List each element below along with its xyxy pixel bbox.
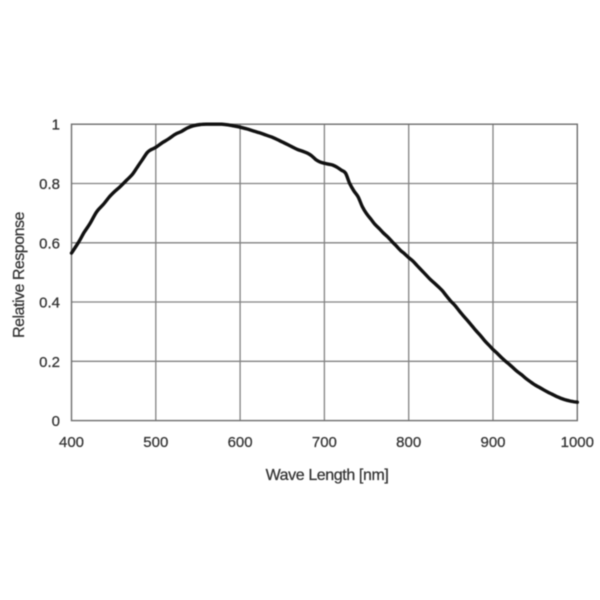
svg-text:400: 400 [59, 434, 84, 451]
svg-text:900: 900 [480, 434, 505, 451]
svg-text:Relative Response: Relative Response [11, 212, 28, 338]
svg-text:600: 600 [228, 434, 253, 451]
svg-text:800: 800 [396, 434, 421, 451]
svg-text:0.2: 0.2 [39, 354, 60, 371]
svg-text:0.6: 0.6 [39, 235, 60, 252]
svg-text:0.8: 0.8 [39, 176, 60, 193]
svg-text:1: 1 [52, 117, 60, 134]
svg-text:700: 700 [312, 434, 337, 451]
svg-text:0: 0 [52, 413, 60, 430]
svg-text:0.4: 0.4 [39, 295, 60, 312]
svg-text:Wave Length [nm]: Wave Length [nm] [266, 467, 389, 484]
svg-text:500: 500 [143, 434, 168, 451]
svg-text:1000: 1000 [561, 434, 594, 451]
